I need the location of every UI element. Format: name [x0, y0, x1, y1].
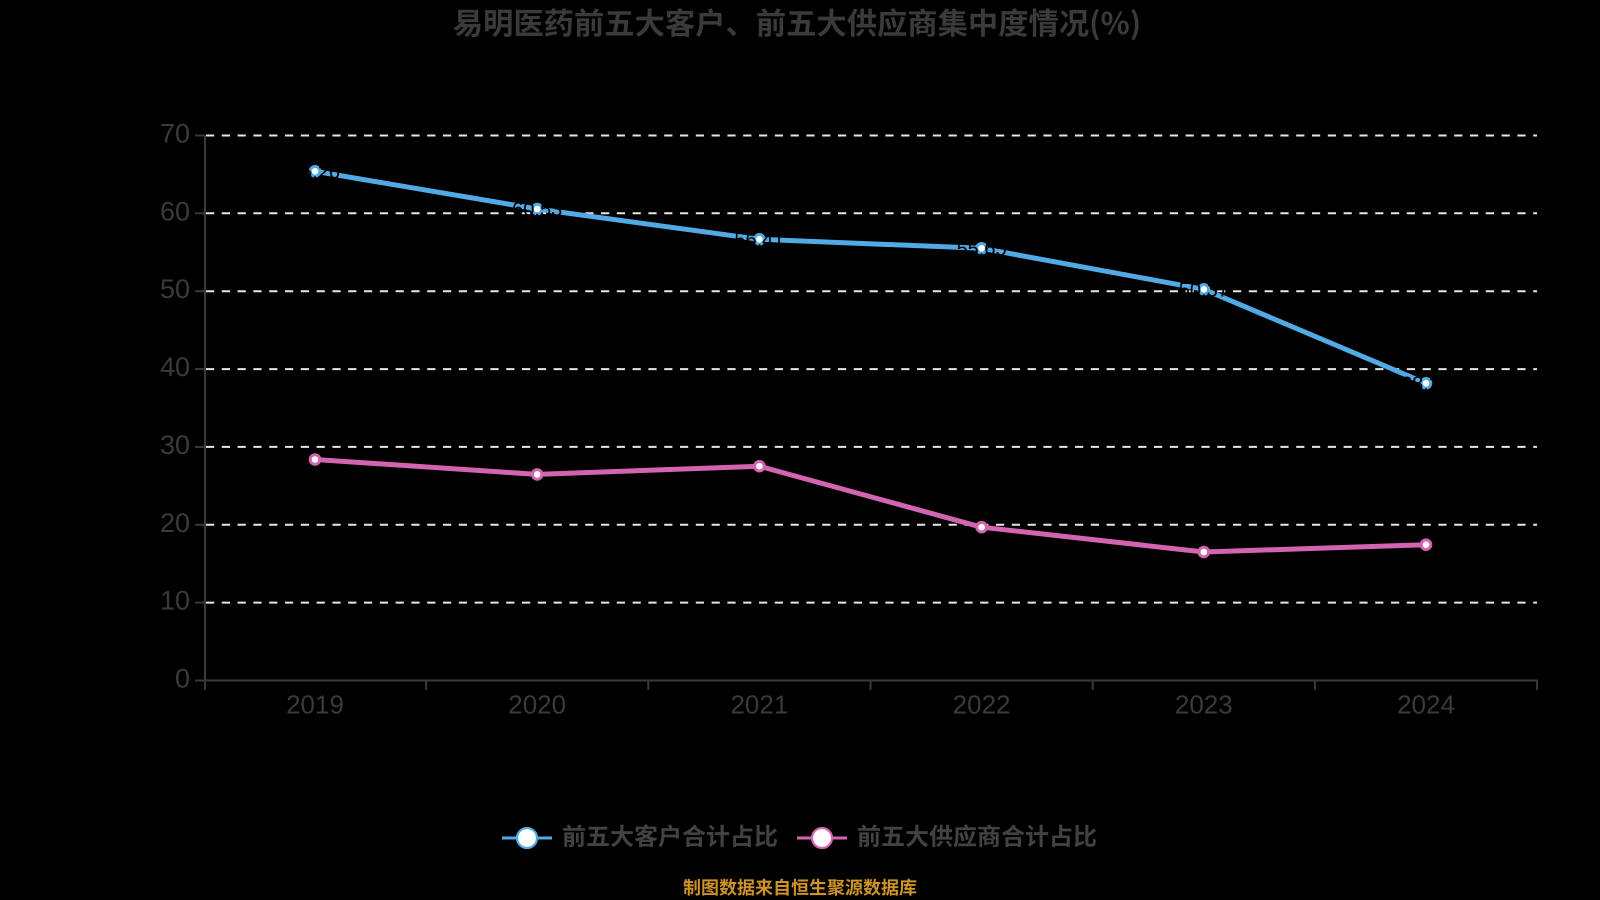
svg-text:2024: 2024 — [1397, 690, 1455, 720]
svg-text:2019: 2019 — [286, 690, 344, 720]
svg-text:10: 10 — [160, 586, 190, 616]
svg-text:55.65: 55.65 — [957, 238, 1007, 260]
svg-text:70: 70 — [160, 119, 190, 149]
svg-text:2021: 2021 — [730, 690, 788, 720]
svg-text:56.41: 56.41 — [734, 229, 784, 251]
svg-text:60: 60 — [160, 196, 190, 226]
svg-text:2022: 2022 — [953, 690, 1011, 720]
svg-text:20: 20 — [160, 508, 190, 538]
svg-text:2023: 2023 — [1175, 690, 1233, 720]
svg-text:50: 50 — [160, 274, 190, 304]
svg-text:30: 30 — [160, 430, 190, 460]
svg-text:38.26: 38.26 — [1401, 373, 1451, 395]
svg-text:2020: 2020 — [508, 690, 566, 720]
svg-text:40: 40 — [160, 352, 190, 382]
svg-text:50.37: 50.37 — [1179, 279, 1229, 301]
svg-text:0: 0 — [175, 664, 190, 694]
svg-text:65.26: 65.26 — [290, 161, 340, 183]
svg-text:60.53: 60.53 — [512, 199, 562, 221]
